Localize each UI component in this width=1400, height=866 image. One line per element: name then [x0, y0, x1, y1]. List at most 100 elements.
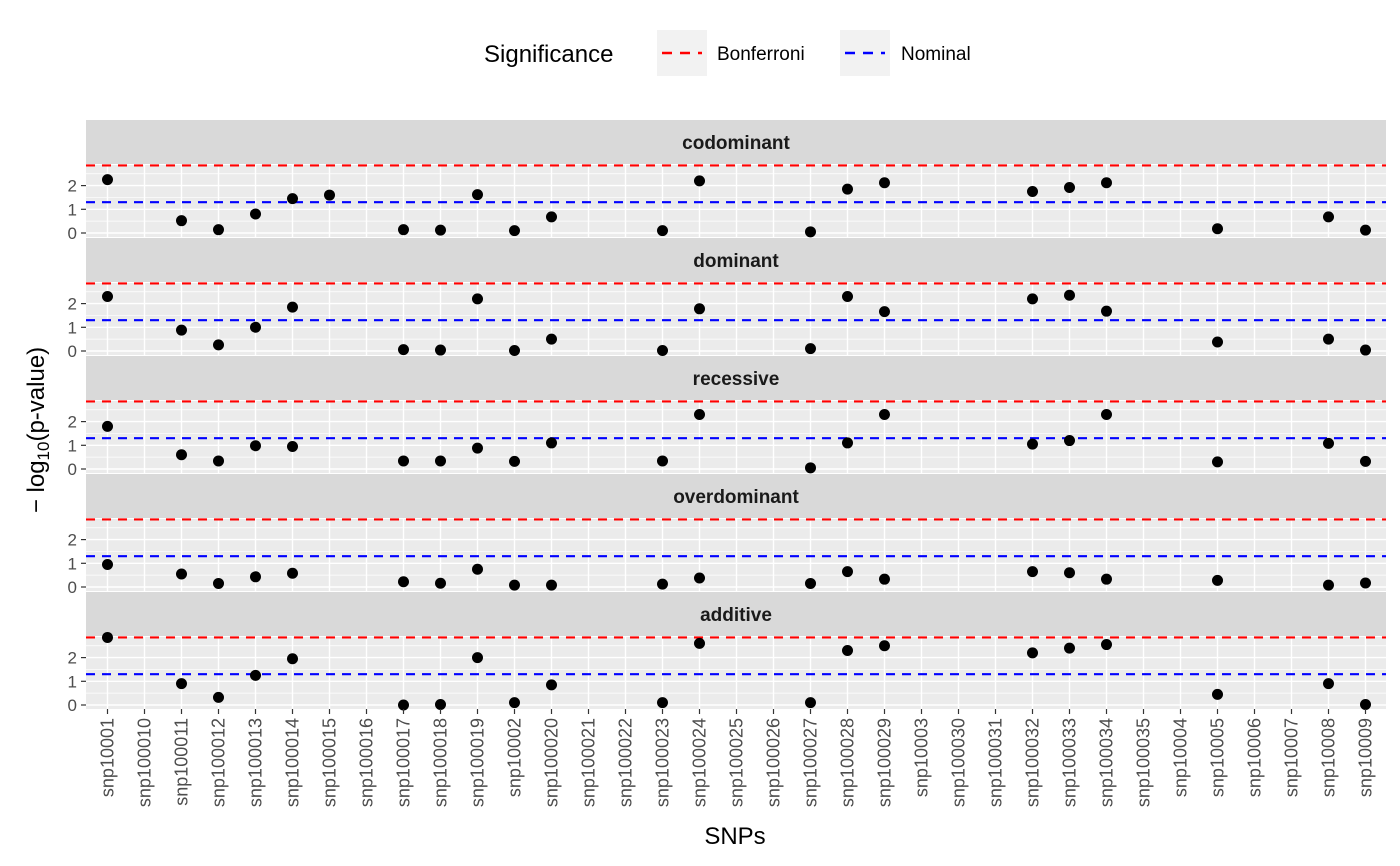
data-point	[1212, 688, 1223, 700]
data-point	[213, 691, 224, 703]
data-point	[435, 699, 446, 711]
strip-label-recessive: recessive	[693, 369, 780, 390]
x-tick-label: snp100016	[357, 718, 377, 807]
strip-label-overdominant: overdominant	[673, 487, 799, 508]
data-point	[176, 568, 187, 580]
x-tick-label: snp100031	[986, 718, 1006, 807]
data-point	[1323, 211, 1334, 223]
data-point	[250, 571, 261, 583]
data-point	[1027, 293, 1038, 305]
data-point	[879, 177, 890, 189]
panel-dominant: dominant 0 1 2	[68, 238, 1386, 361]
x-tick-label: snp100035	[1134, 718, 1154, 807]
x-tick-label: snp10001	[98, 718, 118, 797]
y-axis-title-prefix: − log	[23, 460, 50, 513]
x-tick-label: snp100010	[135, 718, 155, 807]
y-tick-label: 0	[68, 224, 77, 243]
legend: Significance Bonferroni Nominal	[484, 30, 971, 76]
data-point	[472, 563, 483, 575]
data-point	[509, 225, 520, 237]
data-point	[435, 577, 446, 589]
data-point	[842, 566, 853, 578]
data-point	[1027, 566, 1038, 578]
x-tick-label: snp100028	[838, 718, 858, 807]
data-point	[102, 174, 113, 186]
data-point	[805, 462, 816, 474]
data-point	[657, 225, 668, 237]
x-tick-label: snp100034	[1097, 718, 1117, 807]
data-point	[398, 344, 409, 356]
data-point	[1027, 438, 1038, 450]
x-tick-label: snp10003	[912, 718, 932, 797]
data-point	[213, 577, 224, 589]
data-point	[1323, 437, 1334, 449]
data-point	[324, 189, 335, 201]
data-point	[1212, 574, 1223, 586]
x-tick-label: snp10008	[1319, 718, 1339, 797]
data-point	[879, 306, 890, 318]
strip-label-additive: additive	[700, 605, 772, 626]
data-point	[250, 440, 261, 452]
panel-codominant: codominant 0 1 2	[68, 120, 1386, 243]
data-point	[1064, 567, 1075, 579]
data-point	[694, 175, 705, 187]
x-axis: snp10001 snp100010 snp100011 snp100012 snp10…	[98, 709, 1376, 807]
data-point	[1101, 177, 1112, 189]
data-point	[805, 697, 816, 709]
y-tick-label: 0	[68, 696, 77, 715]
data-point	[842, 290, 853, 302]
data-point	[842, 437, 853, 449]
x-tick-label: snp100020	[542, 718, 562, 807]
x-axis-title: SNPs	[704, 823, 765, 850]
x-tick-label: snp100026	[764, 718, 784, 807]
data-point	[176, 324, 187, 336]
data-point	[398, 576, 409, 588]
data-point	[287, 193, 298, 205]
y-axis-title-suffix: (p-value)	[23, 347, 50, 442]
y-axis-title: − log10(p-value)	[23, 347, 53, 513]
data-point	[1027, 186, 1038, 198]
strip-label-codominant: codominant	[682, 133, 790, 154]
data-point	[102, 558, 113, 570]
x-tick-label: snp100027	[801, 718, 821, 807]
data-point	[1360, 344, 1371, 356]
legend-label-nominal: Nominal	[901, 44, 971, 65]
data-point	[472, 442, 483, 454]
data-point	[694, 408, 705, 420]
x-tick-label: snp100022	[616, 718, 636, 807]
data-point	[1064, 181, 1075, 193]
data-point	[509, 579, 520, 591]
y-tick-label: 1	[68, 200, 77, 219]
data-point	[1360, 224, 1371, 236]
data-point	[657, 578, 668, 590]
data-point	[657, 697, 668, 709]
data-point	[694, 572, 705, 584]
x-tick-label: snp100013	[246, 718, 266, 807]
data-point	[435, 224, 446, 236]
y-tick-label: 1	[68, 436, 77, 455]
data-point	[398, 699, 409, 711]
data-point	[1027, 647, 1038, 659]
data-point	[694, 637, 705, 649]
data-point	[176, 449, 187, 461]
data-point	[213, 455, 224, 467]
data-point	[1101, 573, 1112, 585]
y-tick-label: 1	[68, 672, 77, 691]
legend-title: Significance	[484, 41, 613, 68]
y-tick-label: 2	[68, 531, 77, 550]
data-point	[176, 678, 187, 690]
x-tick-label: snp10004	[1171, 718, 1191, 797]
data-point	[213, 224, 224, 236]
data-point	[509, 697, 520, 709]
data-point	[102, 631, 113, 643]
data-point	[1323, 579, 1334, 591]
data-point	[250, 321, 261, 333]
panel-additive: additive 0 1 2	[68, 592, 1386, 715]
panel-recessive: recessive 0 1 2	[68, 356, 1386, 479]
x-tick-label: snp10005	[1208, 718, 1228, 797]
x-tick-label: snp100012	[209, 718, 229, 807]
data-point	[1212, 456, 1223, 468]
data-point	[1360, 455, 1371, 467]
x-tick-label: snp10009	[1356, 718, 1376, 797]
